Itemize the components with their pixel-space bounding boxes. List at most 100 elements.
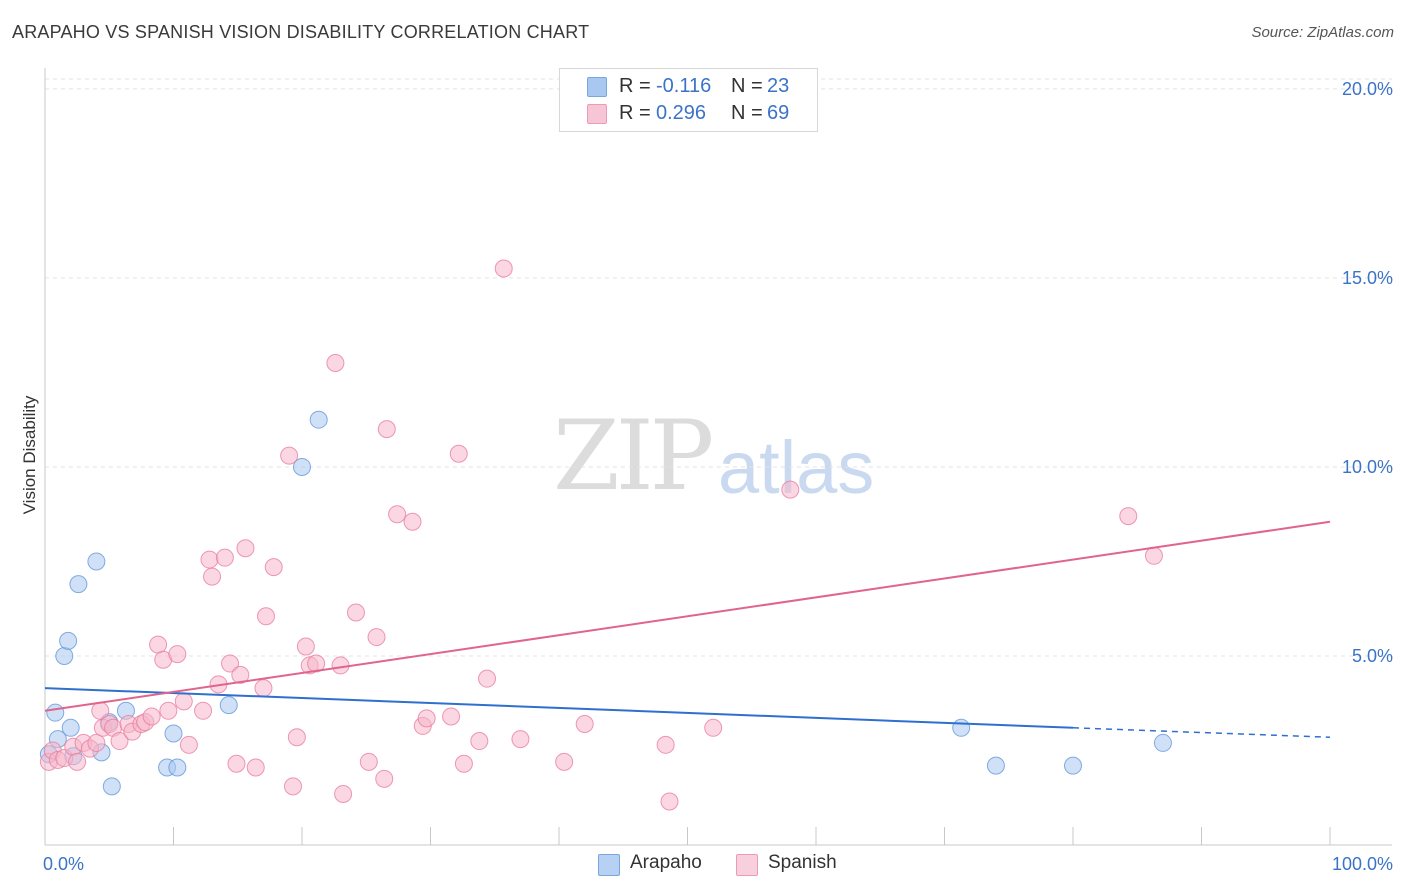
arapaho-legend-label: Arapaho bbox=[630, 852, 702, 873]
spanish-point bbox=[470, 732, 489, 751]
y-tick-label: 5.0% bbox=[1352, 646, 1393, 666]
spanish-point bbox=[442, 707, 461, 726]
spanish-point bbox=[377, 420, 396, 439]
spanish-point bbox=[555, 752, 574, 771]
spanish-point bbox=[494, 259, 513, 278]
arapaho-point bbox=[1153, 733, 1172, 752]
arapaho-legend-swatch bbox=[598, 854, 620, 876]
source-label: Source: ZipAtlas.com bbox=[1251, 24, 1394, 41]
spanish-point bbox=[375, 769, 394, 788]
spanish-point bbox=[168, 645, 187, 664]
spanish-point bbox=[359, 752, 378, 771]
spanish-point bbox=[367, 628, 386, 647]
arapaho-point bbox=[46, 703, 65, 722]
spanish-legend-swatch bbox=[736, 854, 758, 876]
spanish-point bbox=[307, 654, 326, 673]
correlation-legend: R = -0.116 N = 23 R = 0.296 N = 69 bbox=[559, 68, 818, 132]
x-tick-label: 100.0% bbox=[1332, 854, 1393, 874]
axes bbox=[44, 68, 1392, 846]
spanish-point bbox=[781, 480, 800, 499]
x-tick-label: 0.0% bbox=[43, 854, 84, 874]
y-tick-label: 10.0% bbox=[1342, 457, 1393, 477]
spanish-point bbox=[403, 512, 422, 531]
spanish-point bbox=[227, 754, 246, 773]
arapaho-trend-extension bbox=[1072, 727, 1331, 739]
arapaho-point bbox=[293, 457, 311, 476]
spanish-point bbox=[478, 669, 497, 688]
legend-r-label: R = bbox=[619, 75, 651, 97]
spanish-point bbox=[388, 505, 407, 524]
spanish-point bbox=[68, 752, 87, 771]
arapaho-point bbox=[168, 758, 187, 777]
spanish-point bbox=[326, 353, 345, 372]
legend-r-value: 0.296 bbox=[656, 102, 707, 124]
spanish-point bbox=[231, 665, 250, 684]
arapaho-point bbox=[1064, 756, 1082, 775]
spanish-point bbox=[246, 758, 265, 777]
spanish-point bbox=[254, 679, 273, 698]
spanish-point bbox=[280, 446, 299, 465]
tick-labels: 5.0% 10.0% 15.0% 20.0% 0.0% 100.0% bbox=[43, 79, 1393, 874]
spanish-point bbox=[203, 567, 222, 586]
trend-lines bbox=[44, 520, 1331, 739]
spanish-point bbox=[284, 777, 303, 796]
arapaho-point bbox=[102, 777, 121, 796]
legend-r-label: R = bbox=[619, 102, 651, 124]
legend-r-value: -0.116 bbox=[656, 75, 712, 97]
spanish-point bbox=[142, 707, 161, 726]
legend-n-label: N = bbox=[731, 102, 763, 124]
spanish-point bbox=[296, 637, 315, 656]
spanish-point bbox=[331, 656, 350, 675]
spanish-point bbox=[257, 607, 276, 626]
arapaho-point bbox=[55, 646, 74, 665]
spanish-point bbox=[704, 718, 723, 737]
spanish-point bbox=[110, 732, 129, 751]
chart-title: ARAPAHO VS SPANISH VISION DISABILITY COR… bbox=[12, 22, 590, 42]
arapaho-point bbox=[87, 552, 106, 571]
arapaho-point bbox=[61, 718, 80, 737]
y-tick-label: 15.0% bbox=[1342, 268, 1393, 288]
arapaho-point bbox=[69, 575, 88, 594]
arapaho-point bbox=[309, 410, 328, 429]
spanish-point bbox=[656, 735, 675, 754]
spanish-point bbox=[174, 692, 193, 711]
spanish-point bbox=[87, 733, 106, 752]
arapaho-swatch bbox=[587, 77, 607, 97]
spanish-point bbox=[194, 701, 213, 720]
arapaho-point bbox=[164, 724, 183, 743]
spanish-point bbox=[179, 735, 198, 754]
spanish-point bbox=[660, 792, 679, 811]
legend-n-label: N = bbox=[731, 75, 763, 97]
y-tick-label: 20.0% bbox=[1342, 79, 1393, 99]
spanish-point bbox=[449, 444, 468, 463]
legend-n-value: 23 bbox=[767, 75, 790, 97]
spanish-point bbox=[417, 709, 436, 728]
arapaho-trend-line bbox=[44, 687, 1074, 729]
spanish-legend-label: Spanish bbox=[768, 852, 837, 873]
spanish-swatch bbox=[587, 104, 607, 124]
spanish-point bbox=[159, 701, 178, 720]
arapaho-point bbox=[986, 756, 1005, 775]
watermark-zip: ZIP bbox=[553, 400, 714, 512]
arapaho-point bbox=[59, 631, 78, 650]
spanish-point bbox=[1119, 507, 1138, 526]
arapaho-point bbox=[952, 718, 971, 737]
grid-lines bbox=[45, 78, 1392, 657]
spanish-point bbox=[215, 548, 234, 567]
y-axis-label: Vision Disability bbox=[20, 395, 39, 514]
spanish-point bbox=[236, 539, 255, 558]
arapaho-point bbox=[219, 696, 238, 715]
spanish-point bbox=[511, 730, 530, 749]
spanish-point bbox=[575, 715, 594, 734]
spanish-point bbox=[149, 635, 168, 654]
spanish-point bbox=[287, 728, 306, 747]
legend-n-value: 69 bbox=[767, 102, 790, 124]
spanish-point bbox=[200, 550, 219, 569]
spanish-trend-line bbox=[44, 520, 1331, 712]
spanish-point bbox=[221, 654, 240, 673]
spanish-point bbox=[334, 784, 353, 803]
data-points bbox=[39, 259, 1172, 811]
spanish-point bbox=[264, 558, 283, 577]
spanish-point bbox=[1144, 546, 1163, 565]
